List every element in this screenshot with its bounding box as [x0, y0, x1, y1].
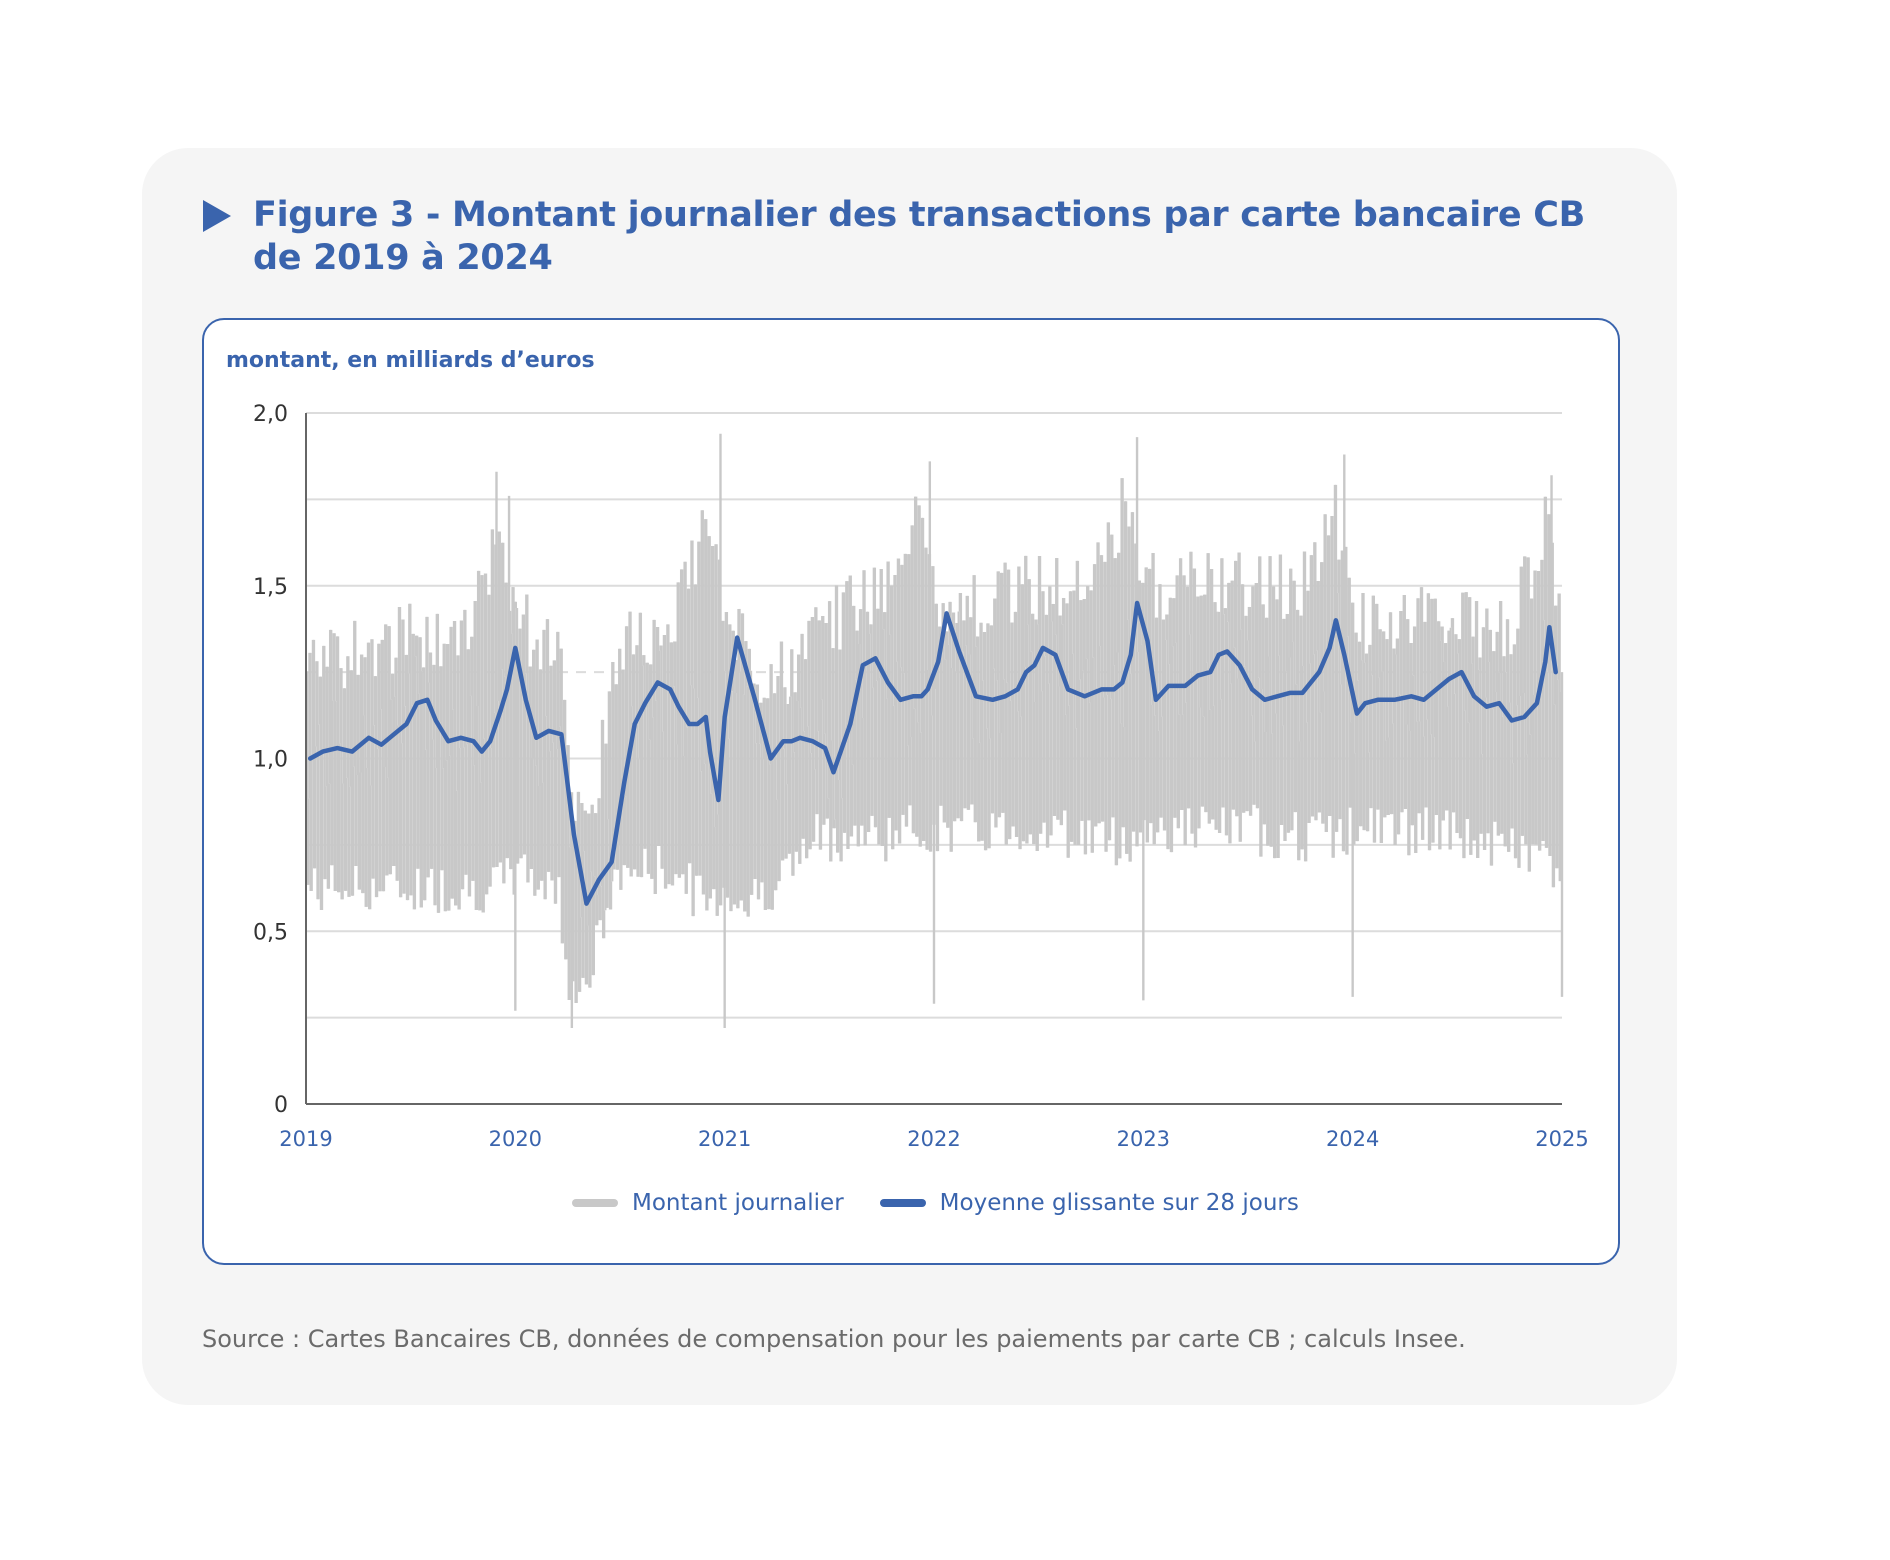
- legend-swatch-daily: [572, 1199, 618, 1207]
- y-tick-label: 0,5: [253, 920, 288, 945]
- axes: [305, 413, 1562, 1105]
- daily-amount-series: [306, 433, 1564, 1028]
- x-tick-label: 2021: [698, 1127, 751, 1151]
- legend-label-moving-average: Moyenne glissante sur 28 jours: [939, 1190, 1299, 1216]
- y-tick-label: 1,5: [253, 575, 288, 600]
- x-tick-labels: 2019 2020 2021 2022 2023 2024 2025: [279, 1127, 1588, 1151]
- triangle-bullet-icon: [203, 200, 231, 232]
- y-tick-label: 1,0: [253, 748, 288, 773]
- legend-item-daily: Montant journalier: [572, 1190, 844, 1216]
- legend: Montant journalier Moyenne glissante sur…: [572, 1190, 1335, 1216]
- y-tick-label: 0: [274, 1093, 288, 1118]
- source-note: Source : Cartes Bancaires CB, données de…: [202, 1325, 1466, 1353]
- moving-average-line: [307, 600, 1558, 906]
- y-tick-label: 2,0: [253, 402, 288, 427]
- x-tick-label: 2023: [1117, 1127, 1170, 1151]
- x-tick-label: 2019: [279, 1127, 332, 1151]
- figure-title: Figure 3 - Montant journalier des transa…: [253, 195, 1585, 278]
- y-tick-labels: 0 0,5 1,0 1,5 2,0: [253, 402, 288, 1118]
- x-tick-label: 2022: [907, 1127, 960, 1151]
- moving-average-series: [307, 600, 1558, 906]
- y-axis-unit-label: montant, en milliards d’euros: [226, 348, 595, 373]
- x-tick-label: 2025: [1535, 1127, 1588, 1151]
- legend-label-daily: Montant journalier: [632, 1190, 844, 1216]
- x-tick-label: 2020: [489, 1127, 542, 1151]
- legend-swatch-moving-average: [879, 1199, 926, 1207]
- legend-item-moving-average: Moyenne glissante sur 28 jours: [879, 1190, 1299, 1216]
- x-tick-label: 2024: [1326, 1127, 1379, 1151]
